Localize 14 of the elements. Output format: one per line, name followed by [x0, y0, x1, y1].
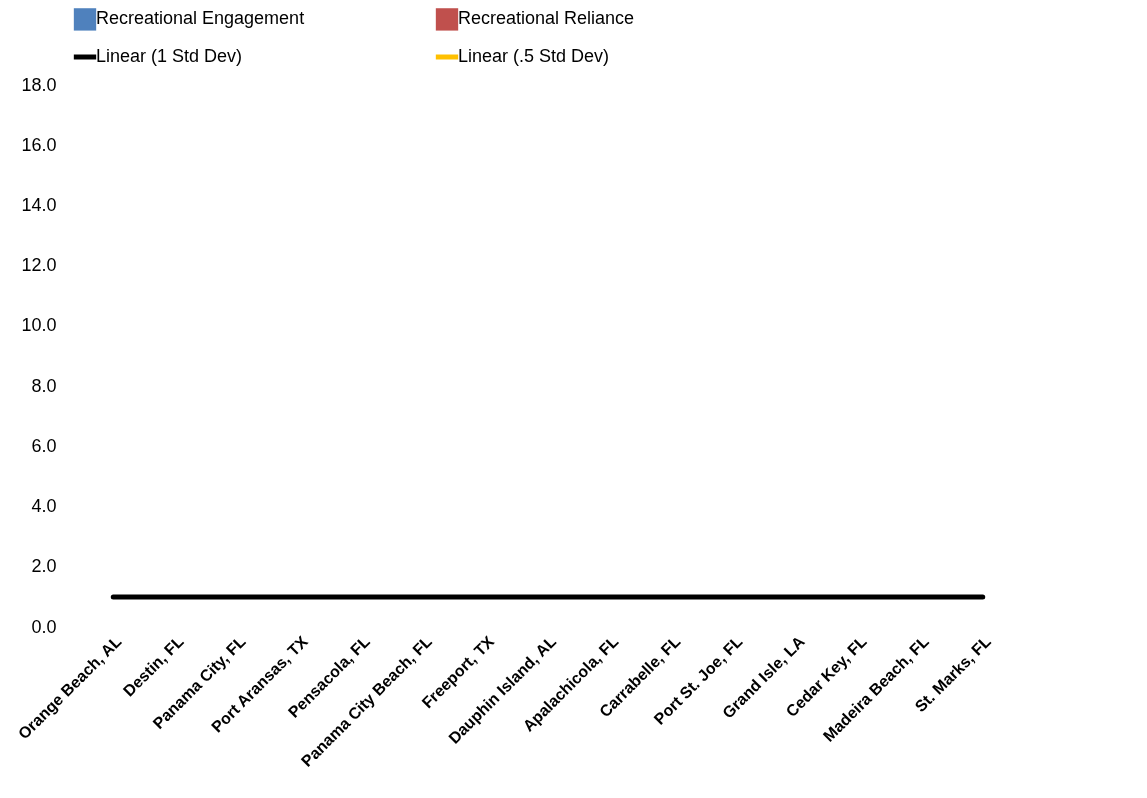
- y-tick-label: 12.0: [21, 255, 57, 276]
- y-tick-label: 10.0: [21, 315, 57, 336]
- legend-label: Linear (.5 Std Dev): [458, 46, 610, 66]
- legend-label: Linear (1 Std Dev): [96, 46, 243, 66]
- y-tick-label: 18.0: [21, 74, 57, 95]
- y-tick-label: 16.0: [21, 134, 57, 155]
- legend-label: Recreational Engagement: [96, 8, 305, 29]
- y-tick-label: 14.0: [21, 194, 57, 215]
- y-tick-label: 2.0: [31, 556, 57, 577]
- y-tick-label: 6.0: [31, 435, 57, 456]
- y-tick-label: 4.0: [31, 496, 57, 517]
- y-tick-label: 8.0: [31, 375, 57, 396]
- legend-label: Recreational Reliance: [458, 8, 635, 29]
- y-tick-label: 0.0: [31, 616, 57, 637]
